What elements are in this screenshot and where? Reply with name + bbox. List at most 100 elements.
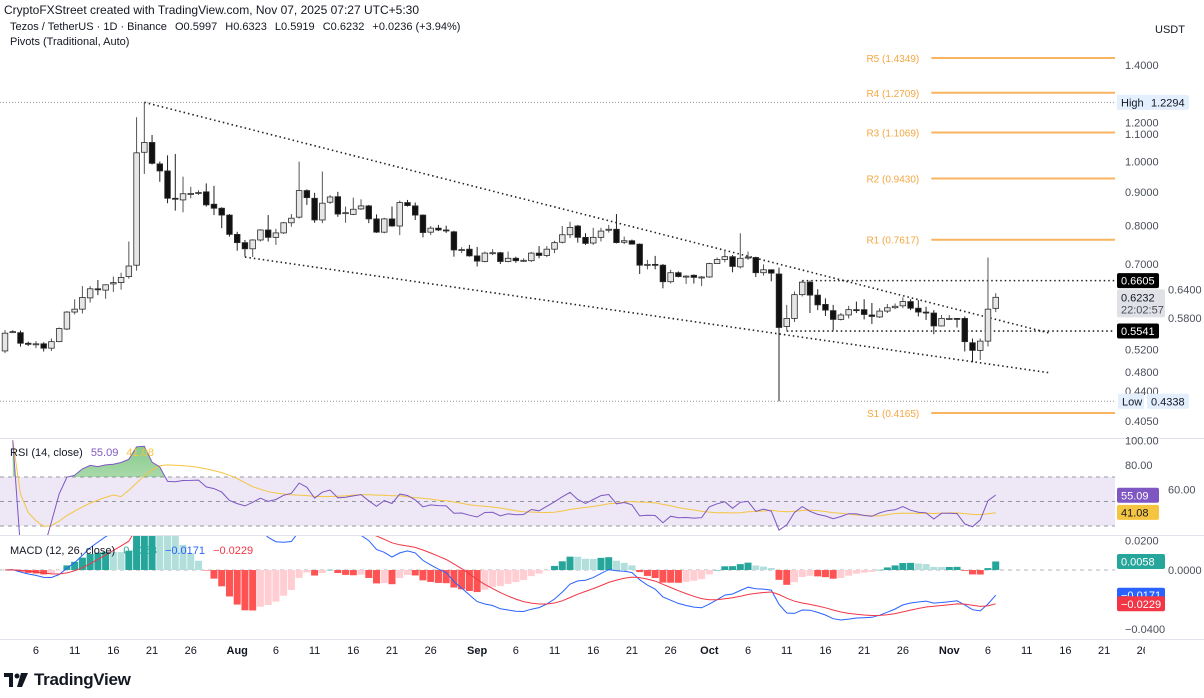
candle[interactable]	[117, 272, 125, 290]
candle[interactable]	[667, 269, 674, 284]
candle[interactable]	[520, 258, 527, 262]
candle[interactable]	[381, 217, 388, 234]
candle[interactable]	[837, 313, 845, 321]
macd-histogram-bar[interactable]	[667, 570, 675, 583]
macd-histogram-bar[interactable]	[628, 565, 636, 570]
candle[interactable]	[605, 224, 612, 233]
macd-histogram-bar[interactable]	[589, 558, 597, 570]
candle[interactable]	[280, 222, 287, 235]
rsi-line[interactable]	[12, 440, 997, 549]
macd-histogram-bar[interactable]	[334, 570, 342, 574]
macd-histogram-bar[interactable]	[427, 570, 435, 582]
macd-histogram-bar[interactable]	[303, 570, 311, 573]
candle[interactable]	[566, 221, 574, 239]
macd-histogram-bar[interactable]	[597, 557, 605, 570]
candle[interactable]	[133, 117, 140, 271]
candle[interactable]	[535, 246, 543, 259]
macd-histogram-bar[interactable]	[171, 535, 179, 570]
macd-histogram-bar[interactable]	[821, 570, 829, 578]
macd-line[interactable]	[4, 411, 997, 621]
candle[interactable]	[319, 171, 326, 224]
macd-histogram-bar[interactable]	[109, 551, 117, 570]
candle[interactable]	[946, 314, 953, 320]
candle[interactable]	[141, 102, 148, 174]
candle[interactable]	[419, 214, 427, 238]
candle[interactable]	[783, 304, 790, 331]
macd-histogram-bar[interactable]	[992, 561, 1000, 570]
candle[interactable]	[303, 189, 311, 205]
macd-histogram-bar[interactable]	[659, 570, 667, 583]
macd-histogram-bar[interactable]	[891, 565, 899, 570]
macd-histogram-bar[interactable]	[605, 557, 613, 570]
candle[interactable]	[814, 289, 821, 311]
macd-histogram-bar[interactable]	[481, 570, 489, 590]
candle[interactable]	[977, 338, 984, 360]
candle[interactable]	[737, 233, 744, 269]
macd-histogram-bar[interactable]	[202, 570, 210, 571]
macd-histogram-bar[interactable]	[914, 563, 922, 570]
candle[interactable]	[884, 303, 891, 314]
macd-histogram-bar[interactable]	[419, 570, 427, 581]
candle[interactable]	[63, 311, 71, 331]
macd-histogram-bar[interactable]	[984, 568, 992, 570]
candle[interactable]	[25, 341, 32, 346]
macd-histogram-bar[interactable]	[140, 499, 148, 570]
candle[interactable]	[357, 199, 365, 210]
candle[interactable]	[682, 275, 690, 284]
candle[interactable]	[543, 246, 550, 258]
macd-histogram-bar[interactable]	[790, 570, 798, 583]
macd-histogram-bar[interactable]	[403, 570, 411, 575]
macd-histogram-bar[interactable]	[651, 570, 659, 579]
macd-histogram-bar[interactable]	[837, 570, 845, 578]
macd-histogram-bar[interactable]	[442, 570, 450, 584]
candle[interactable]	[806, 280, 814, 314]
candle[interactable]	[272, 228, 280, 245]
pivots-indicator-legend[interactable]: Pivots (Traditional, Auto)	[10, 36, 130, 48]
macd-histogram-bar[interactable]	[396, 570, 404, 579]
candle[interactable]	[961, 316, 968, 352]
macd-histogram-bar[interactable]	[210, 570, 218, 579]
macd-histogram-bar[interactable]	[287, 570, 295, 590]
candle[interactable]	[775, 267, 783, 402]
macd-histogram-bar[interactable]	[365, 570, 373, 578]
candle[interactable]	[148, 135, 156, 165]
candle[interactable]	[992, 293, 999, 313]
candle[interactable]	[752, 256, 759, 277]
macd-histogram-bar[interactable]	[318, 570, 326, 573]
macd-histogram-bar[interactable]	[775, 570, 783, 580]
candle[interactable]	[466, 244, 473, 257]
macd-histogram-bar[interactable]	[195, 560, 202, 570]
macd-histogram-bar[interactable]	[218, 570, 226, 587]
candle[interactable]	[613, 214, 620, 244]
candle[interactable]	[768, 269, 775, 282]
candle[interactable]	[497, 251, 504, 264]
time-axis[interactable]: 6 11 16 21 26 Aug 6 11 16 21 26 Sep 6 11 16 21 26 Oct 6 11 1…	[33, 645, 1149, 657]
macd-histogram-bar[interactable]	[551, 565, 559, 570]
candle[interactable]	[504, 251, 512, 263]
candle[interactable]	[876, 308, 883, 318]
macd-histogram-bar[interactable]	[558, 561, 566, 570]
candle[interactable]	[644, 259, 651, 270]
macd-histogram-bar[interactable]	[458, 570, 466, 590]
macd-histogram-bar[interactable]	[852, 570, 860, 574]
candle[interactable]	[311, 192, 318, 223]
candle[interactable]	[659, 263, 667, 289]
macd-histogram-bar[interactable]	[806, 570, 814, 576]
macd-histogram-bar[interactable]	[582, 558, 589, 570]
candle[interactable]	[388, 206, 396, 227]
macd-histogram-bar[interactable]	[566, 556, 574, 570]
macd-histogram-bar[interactable]	[264, 570, 272, 606]
candle[interactable]	[86, 286, 94, 303]
candle[interactable]	[822, 298, 829, 316]
macd-histogram-bar[interactable]	[133, 520, 141, 570]
candle[interactable]	[442, 225, 450, 233]
candle[interactable]	[651, 255, 659, 270]
macd-histogram-bar[interactable]	[86, 553, 94, 570]
candle[interactable]	[559, 226, 566, 244]
candle[interactable]	[412, 202, 419, 220]
macd-histogram-bar[interactable]	[249, 570, 257, 611]
candle[interactable]	[9, 330, 16, 334]
macd-histogram-bar[interactable]	[798, 570, 806, 577]
